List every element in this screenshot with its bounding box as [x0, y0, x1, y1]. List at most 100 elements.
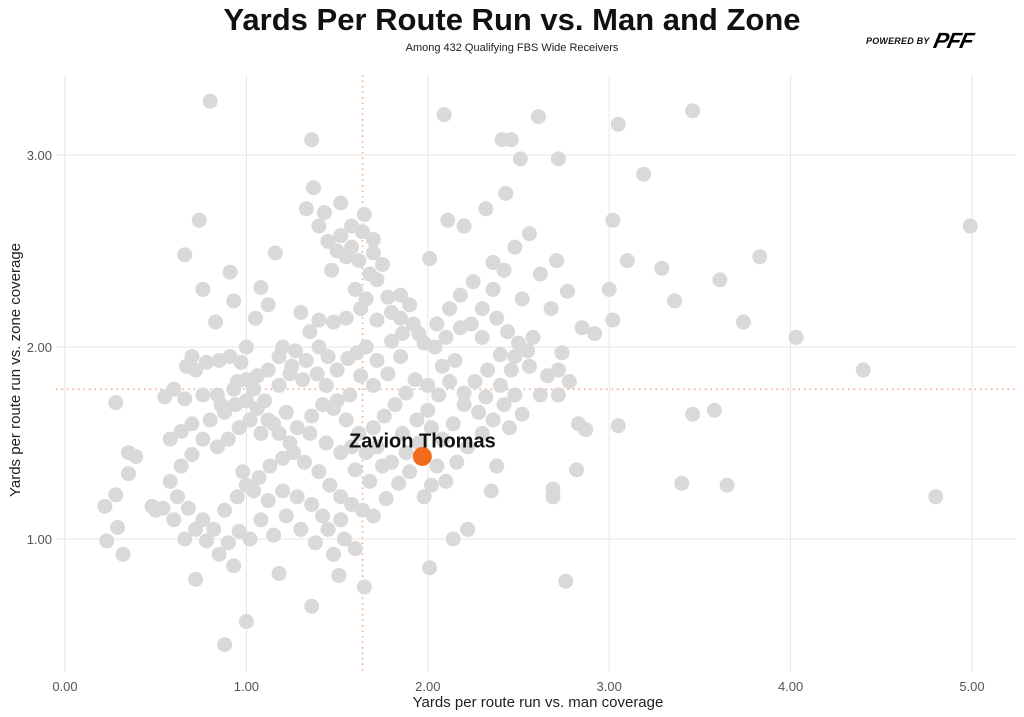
receiver-point	[271, 566, 287, 582]
receiver-point	[184, 447, 200, 463]
receiver-point	[438, 329, 454, 345]
receiver-point	[311, 339, 327, 355]
receiver-point	[416, 489, 432, 505]
receiver-point	[238, 339, 254, 355]
receiver-point	[184, 416, 200, 432]
receiver-point	[289, 420, 305, 436]
tick-labels: 0.00 1.00 2.00 3.00 4.00 5.00 1.00 2.00 3.00	[27, 148, 985, 694]
receiver-point	[369, 352, 385, 368]
receiver-point	[211, 546, 227, 562]
receiver-point	[242, 412, 258, 428]
receiver-point	[198, 354, 214, 370]
receiver-point	[318, 377, 334, 393]
receiver-point	[97, 498, 113, 514]
receiver-point	[445, 531, 461, 547]
receiver-point	[474, 301, 490, 317]
receiver-point	[253, 425, 269, 441]
receiver-point	[231, 420, 247, 436]
receiver-point	[507, 239, 523, 255]
receiver-point	[206, 521, 222, 537]
receiver-point	[489, 310, 505, 326]
receiver-point	[238, 614, 254, 630]
receiver-point	[587, 326, 603, 342]
receiver-point	[302, 425, 318, 441]
receiver-point	[393, 349, 409, 365]
receiver-point	[514, 406, 530, 422]
logo-prefix: POWERED BY	[866, 36, 930, 46]
receiver-point	[376, 408, 392, 424]
receiver-point	[402, 297, 418, 313]
receiver-point	[347, 462, 363, 478]
receiver-point	[543, 301, 559, 317]
receiver-point	[324, 262, 340, 278]
receiver-point	[550, 151, 566, 167]
receiver-point	[249, 400, 265, 416]
receiver-point	[507, 387, 523, 403]
receiver-point	[394, 326, 410, 342]
receiver-point	[173, 423, 189, 439]
receiver-point	[267, 245, 283, 261]
receiver-point	[423, 477, 439, 493]
receiver-point	[489, 458, 505, 474]
receiver-point	[496, 262, 512, 278]
receiver-point	[169, 489, 185, 505]
receiver-point	[380, 289, 396, 305]
receiver-point	[735, 314, 751, 330]
receiver-point	[712, 272, 728, 288]
receiver-point	[365, 420, 381, 436]
receiver-point	[485, 281, 501, 297]
receiver-point	[271, 349, 287, 365]
receiver-point	[311, 464, 327, 480]
receiver-point	[496, 397, 512, 413]
receiver-point	[569, 462, 585, 478]
receiver-point	[157, 389, 173, 405]
receiver-point	[962, 218, 978, 234]
receiver-point	[311, 312, 327, 328]
receiver-point	[558, 573, 574, 589]
receiver-point	[540, 368, 556, 384]
receiver-point	[342, 387, 358, 403]
receiver-point	[307, 535, 323, 551]
receiver-point	[685, 103, 701, 119]
receiver-point	[393, 310, 409, 326]
receiver-point	[605, 212, 621, 228]
receiver-point	[601, 281, 617, 297]
receiver-point	[329, 393, 345, 409]
receiver-point	[559, 283, 575, 299]
data-points	[97, 93, 978, 653]
receiver-point	[220, 535, 236, 551]
receiver-point	[322, 477, 338, 493]
receiver-point	[331, 567, 347, 583]
receiver-point	[362, 473, 378, 489]
receiver-point	[99, 533, 115, 549]
receiver-point	[369, 439, 385, 455]
receiver-point	[460, 439, 476, 455]
receiver-point	[447, 352, 463, 368]
receiver-point	[685, 406, 701, 422]
receiver-point	[202, 412, 218, 428]
receiver-point	[351, 425, 367, 441]
highlight-point	[412, 446, 432, 466]
receiver-point	[365, 508, 381, 524]
receiver-point	[213, 397, 229, 413]
receiver-point	[246, 483, 262, 499]
receiver-point	[242, 531, 258, 547]
receiver-point	[229, 489, 245, 505]
receiver-point	[532, 266, 548, 282]
chart-subtitle: Among 432 Qualifying FBS Wide Receivers	[405, 42, 619, 54]
receiver-point	[358, 291, 374, 307]
receiver-point	[478, 389, 494, 405]
receiver-point	[177, 531, 193, 547]
receiver-point	[195, 387, 211, 403]
receiver-point	[188, 521, 204, 537]
receiver-point	[108, 395, 124, 411]
receiver-point	[271, 377, 287, 393]
receiver-point	[238, 372, 254, 388]
receiver-point	[492, 377, 508, 393]
receiver-point	[115, 546, 131, 562]
x-tick-label: 2.00	[415, 679, 440, 694]
receiver-point	[315, 508, 331, 524]
receiver-point	[449, 454, 465, 470]
receiver-point	[266, 527, 282, 543]
